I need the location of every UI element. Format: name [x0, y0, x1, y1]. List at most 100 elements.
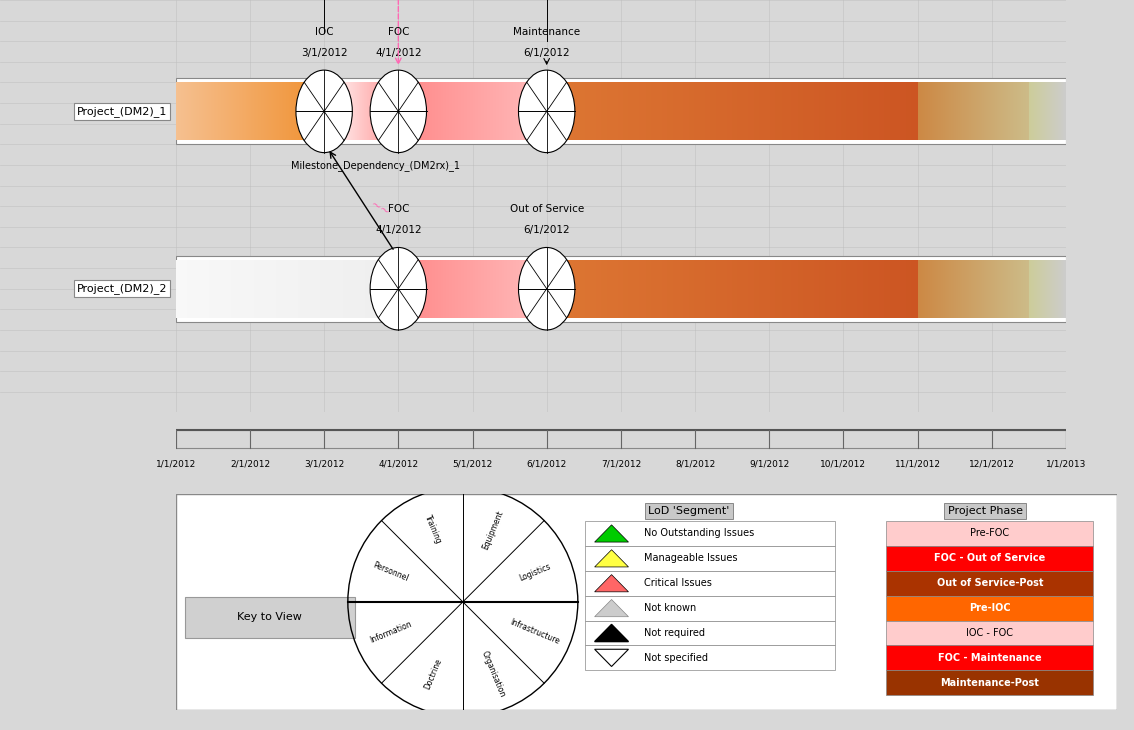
- Bar: [629, 82, 631, 140]
- Bar: [565, 82, 567, 140]
- Bar: [713, 82, 714, 140]
- Bar: [583, 82, 584, 140]
- Bar: [628, 260, 629, 318]
- Bar: [751, 260, 752, 318]
- Bar: [558, 260, 559, 318]
- Bar: [550, 260, 552, 318]
- Bar: [575, 82, 576, 140]
- Bar: [734, 82, 735, 140]
- Bar: [773, 82, 775, 140]
- Bar: [736, 82, 737, 140]
- Bar: [764, 260, 765, 318]
- Bar: [857, 260, 858, 318]
- Bar: [915, 260, 916, 318]
- Bar: [556, 82, 557, 140]
- Bar: [777, 260, 778, 318]
- Bar: [858, 82, 860, 140]
- Bar: [723, 82, 725, 140]
- Bar: [788, 260, 789, 318]
- Bar: [913, 260, 914, 318]
- Bar: [863, 260, 864, 318]
- Bar: [743, 82, 745, 140]
- Bar: [742, 82, 744, 140]
- Bar: [745, 82, 746, 140]
- Bar: [745, 260, 746, 318]
- Bar: [843, 260, 844, 318]
- Bar: [632, 82, 633, 140]
- Bar: [636, 260, 637, 318]
- Bar: [887, 546, 1093, 571]
- Bar: [651, 260, 652, 318]
- Bar: [634, 260, 636, 318]
- Bar: [633, 260, 635, 318]
- Bar: [652, 82, 653, 140]
- Bar: [674, 260, 676, 318]
- Bar: [754, 260, 755, 318]
- Bar: [562, 260, 564, 318]
- Ellipse shape: [296, 70, 353, 153]
- Bar: [792, 260, 793, 318]
- Bar: [581, 82, 582, 140]
- Bar: [702, 82, 704, 140]
- Text: Organisation: Organisation: [480, 650, 507, 699]
- Bar: [866, 260, 869, 318]
- Bar: [608, 82, 609, 140]
- Bar: [819, 260, 820, 318]
- Bar: [839, 260, 841, 318]
- Bar: [693, 260, 694, 318]
- Bar: [810, 82, 811, 140]
- Bar: [898, 82, 899, 140]
- Bar: [906, 260, 908, 318]
- Bar: [696, 260, 697, 318]
- Bar: [832, 260, 833, 318]
- Bar: [623, 260, 624, 318]
- Bar: [695, 82, 696, 140]
- Bar: [762, 82, 763, 140]
- Bar: [874, 260, 875, 318]
- Bar: [651, 82, 652, 140]
- Bar: [786, 82, 787, 140]
- Bar: [864, 260, 865, 318]
- Bar: [807, 260, 809, 318]
- Bar: [684, 82, 685, 140]
- Bar: [663, 260, 665, 318]
- Bar: [687, 82, 689, 140]
- Text: Pre-IOC: Pre-IOC: [970, 603, 1010, 613]
- Bar: [568, 260, 569, 318]
- Bar: [889, 82, 890, 140]
- Bar: [846, 82, 847, 140]
- Text: 9/1/2012: 9/1/2012: [750, 459, 789, 469]
- Bar: [708, 260, 709, 318]
- Bar: [636, 82, 637, 140]
- Bar: [801, 82, 802, 140]
- Bar: [796, 260, 797, 318]
- Bar: [780, 82, 781, 140]
- Bar: [896, 82, 897, 140]
- Bar: [853, 82, 855, 140]
- Bar: [897, 260, 898, 318]
- Bar: [814, 260, 815, 318]
- Bar: [890, 260, 891, 318]
- Bar: [776, 260, 777, 318]
- Bar: [592, 82, 594, 140]
- Bar: [568, 82, 569, 140]
- Bar: [583, 260, 584, 318]
- Bar: [548, 260, 549, 318]
- Bar: [590, 82, 591, 140]
- Text: Project_(DM2)_2: Project_(DM2)_2: [76, 283, 167, 294]
- Bar: [611, 260, 612, 318]
- Bar: [661, 82, 663, 140]
- Bar: [601, 82, 602, 140]
- Bar: [616, 260, 617, 318]
- Bar: [699, 260, 700, 318]
- Bar: [706, 82, 708, 140]
- Bar: [633, 82, 635, 140]
- Bar: [802, 260, 803, 318]
- Bar: [648, 82, 650, 140]
- Bar: [585, 645, 835, 670]
- Bar: [716, 82, 718, 140]
- Bar: [806, 82, 807, 140]
- Bar: [849, 260, 850, 318]
- Bar: [844, 260, 845, 318]
- Bar: [836, 82, 837, 140]
